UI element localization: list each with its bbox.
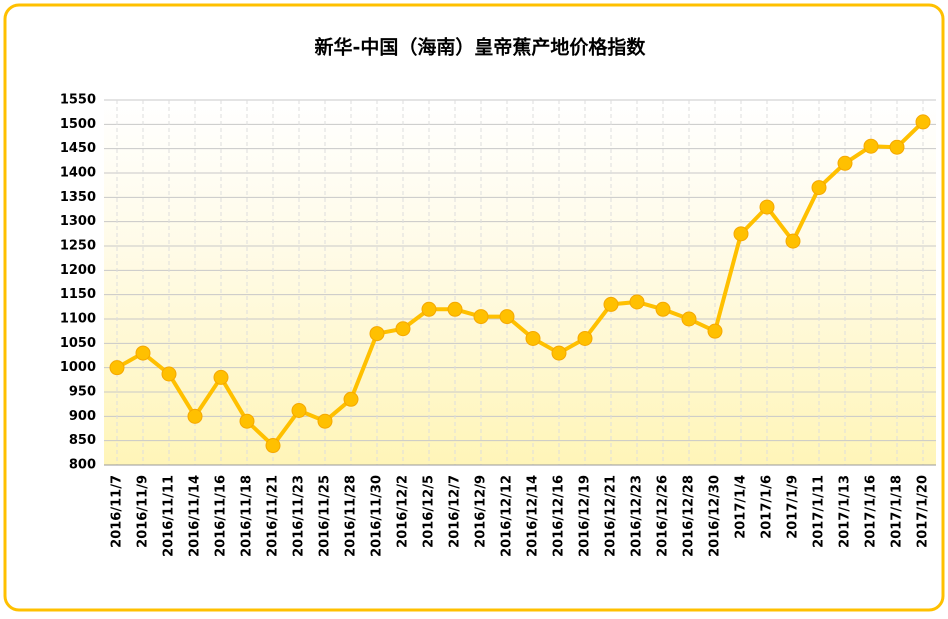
y-tick-label: 1550 [60,93,96,108]
x-tick-label: 2016/11/25 [318,475,333,557]
x-tick-label: 2016/12/5 [422,475,437,548]
x-tick-label: 2016/12/23 [630,475,645,557]
y-tick-label: 1250 [60,239,96,254]
x-tick-label: 2017/1/20 [916,475,931,548]
data-point [551,345,567,361]
y-tick-label: 800 [69,458,96,473]
data-point [161,366,177,382]
data-point [265,438,281,454]
y-tick-label: 1300 [60,214,96,229]
y-tick-label: 1450 [60,141,96,156]
x-tick-label: 2016/11/23 [292,475,307,557]
data-point [733,226,749,242]
x-tick-label: 2016/11/16 [214,475,229,557]
data-point [499,309,515,325]
data-point [525,330,541,346]
x-tick-label: 2016/12/28 [682,475,697,557]
y-tick-label: 1400 [60,166,96,181]
x-tick-label: 2016/11/21 [266,475,281,557]
y-tick-label: 1200 [60,263,96,278]
data-point [317,413,333,429]
x-tick-label: 2016/11/9 [136,475,151,548]
y-tick-label: 1100 [60,312,96,327]
y-tick-label: 850 [69,433,96,448]
data-point [395,321,411,337]
data-point [707,323,723,339]
x-tick-label: 2016/11/11 [162,475,177,557]
x-tick-label: 2016/11/14 [188,475,203,557]
data-point [863,138,879,154]
data-point [889,139,905,155]
x-tick-label: 2016/12/2 [396,475,411,548]
x-tick-label: 2017/1/9 [786,475,801,539]
data-point [473,309,489,325]
y-tick-label: 1150 [60,287,96,302]
plot-area [104,100,936,465]
data-point [629,294,645,310]
x-tick-label: 2016/12/14 [526,475,541,557]
x-tick-label: 2017/1/4 [734,475,749,539]
x-tick-label: 2016/12/12 [500,475,515,557]
data-point [343,391,359,407]
chart-title: 新华-中国（海南）皇帝蕉产地价格指数 [315,36,647,59]
x-tick-label: 2017/1/16 [864,475,879,548]
data-point [915,114,931,130]
data-point [239,413,255,429]
data-point [291,402,307,418]
x-tick-label: 2016/11/30 [370,475,385,557]
data-point [811,180,827,196]
x-tick-label: 2017/1/13 [838,475,853,548]
data-point [187,408,203,424]
x-tick-label: 2016/11/28 [344,475,359,557]
x-tick-label: 2016/12/7 [448,475,463,548]
data-point [681,311,697,327]
data-point [655,301,671,317]
data-point [603,296,619,312]
data-point [213,369,229,385]
x-tick-label: 2016/12/30 [708,475,723,557]
x-tick-label: 2017/1/11 [812,475,827,548]
data-point [421,301,437,317]
x-tick-label: 2016/12/21 [604,475,619,557]
x-tick-label: 2016/11/7 [110,475,125,548]
data-point [109,360,125,376]
x-tick-label: 2016/11/18 [240,475,255,557]
x-tick-label: 2016/12/19 [578,475,593,557]
data-point [759,199,775,215]
data-point [135,345,151,361]
x-tick-label: 2016/12/16 [552,475,567,557]
y-tick-label: 950 [69,385,96,400]
x-tick-label: 2016/12/26 [656,475,671,557]
y-tick-label: 900 [69,409,96,424]
data-point [577,330,593,346]
y-tick-label: 1000 [60,360,96,375]
x-tick-label: 2017/1/18 [890,475,905,548]
x-tick-label: 2017/1/6 [760,475,775,539]
data-point [369,326,385,342]
y-tick-label: 1350 [60,190,96,205]
y-tick-label: 1500 [60,117,96,132]
x-tick-label: 2016/12/9 [474,475,489,548]
y-tick-label: 1050 [60,336,96,351]
data-point [447,301,463,317]
data-point [785,233,801,249]
data-point [837,155,853,171]
